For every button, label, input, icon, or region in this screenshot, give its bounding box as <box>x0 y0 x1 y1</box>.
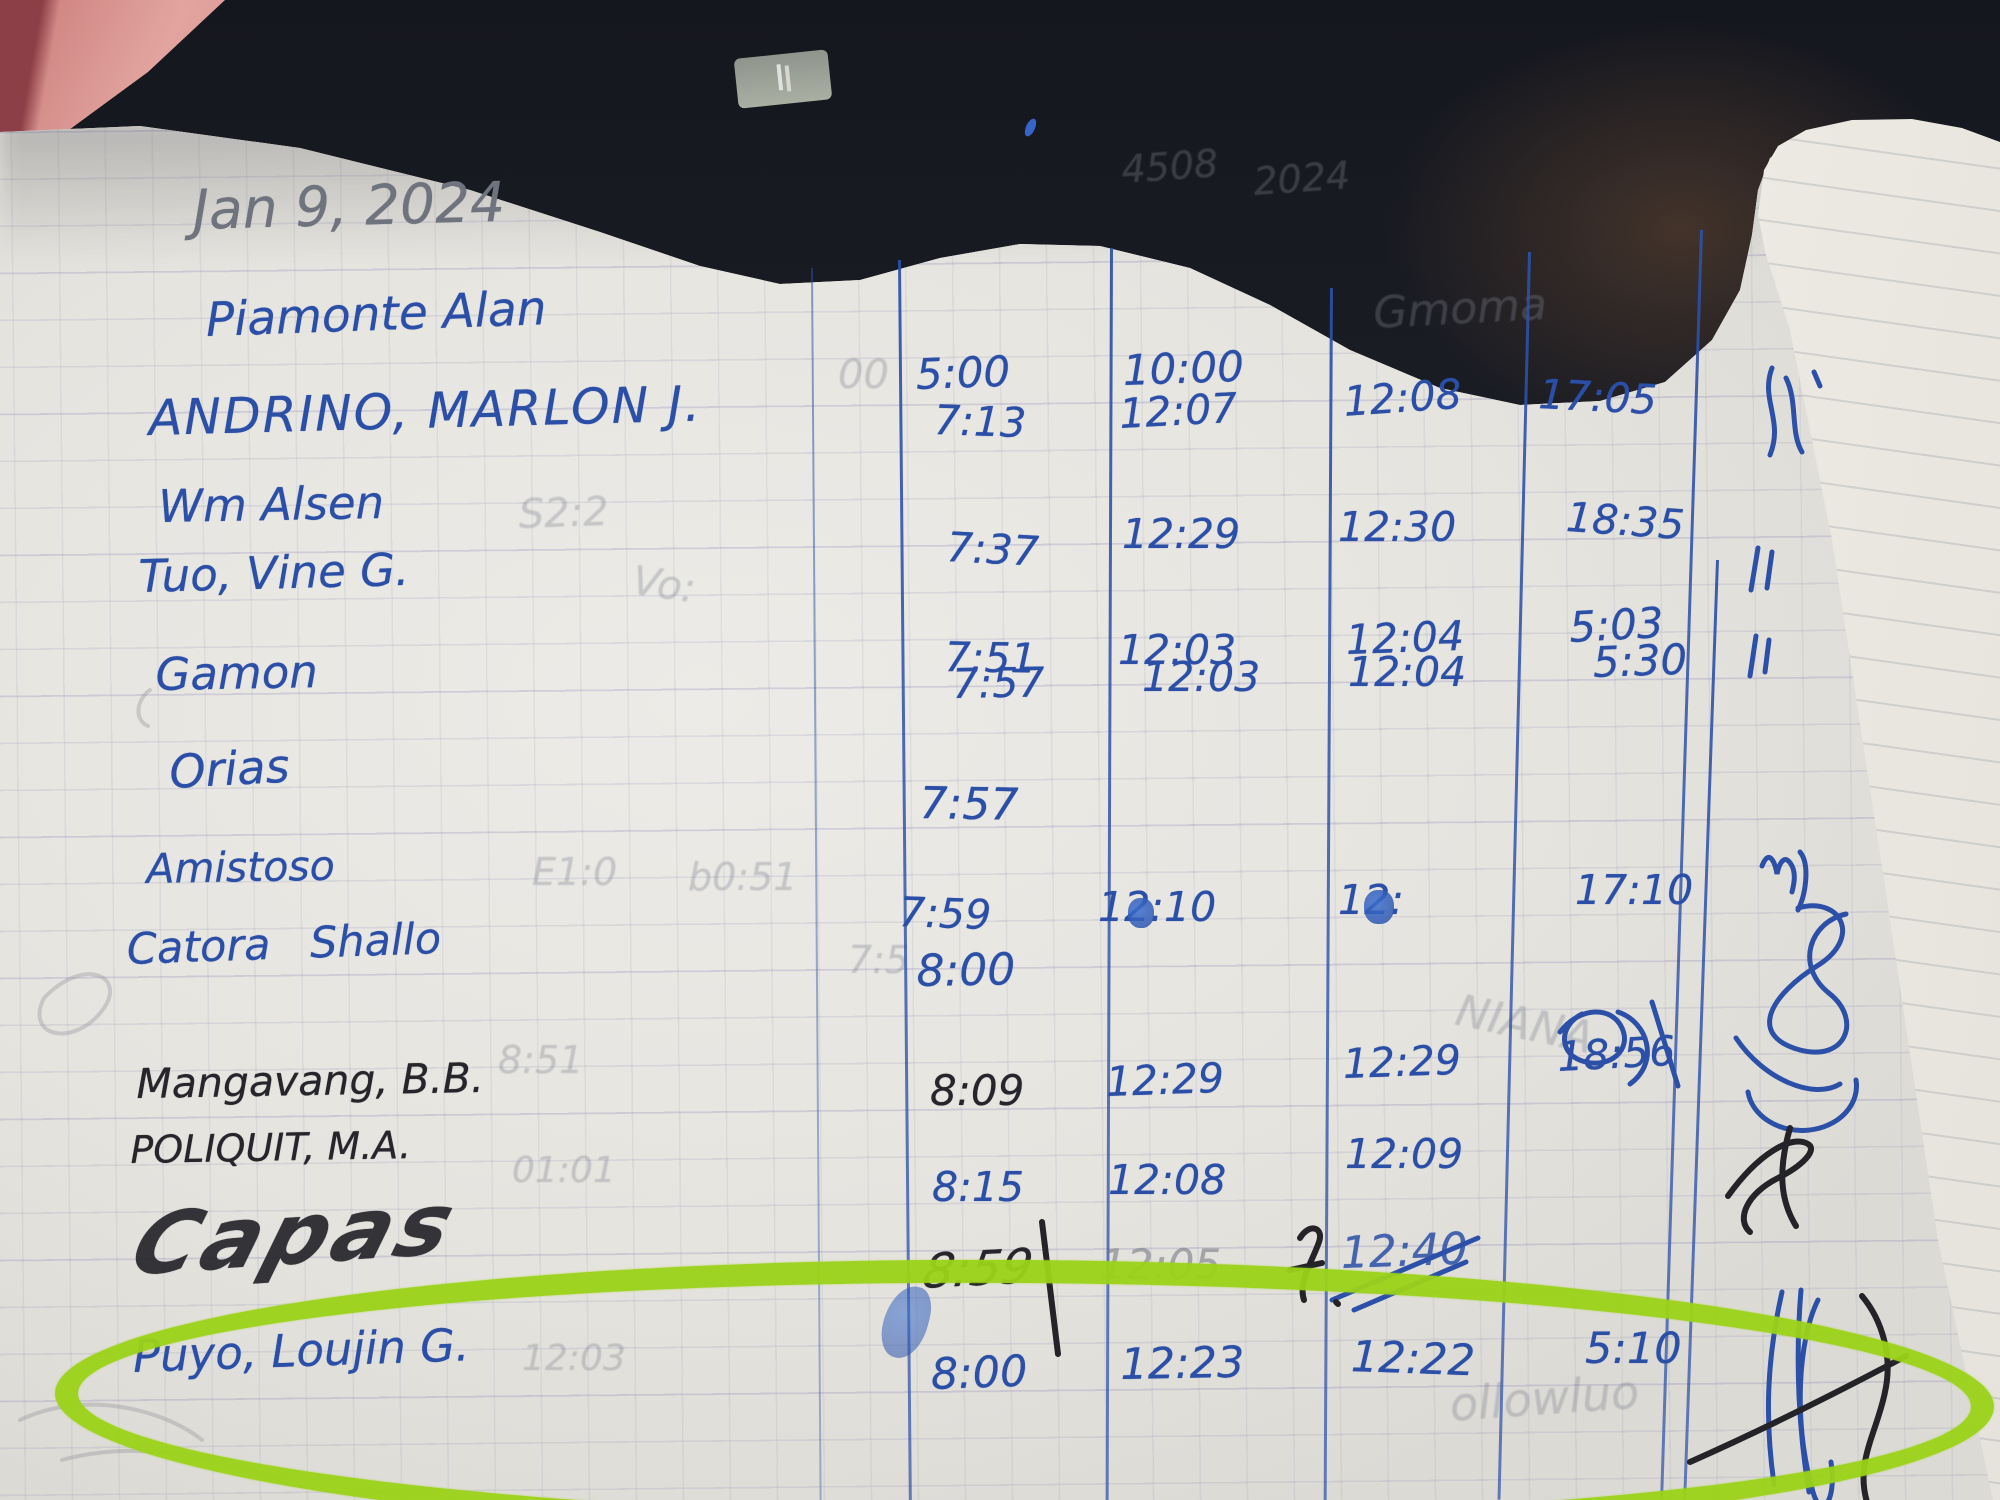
pencil-scribble <box>18 1402 286 1482</box>
time-cell: 12:03 <box>1142 653 1261 701</box>
signature-scribble <box>1287 1225 1341 1307</box>
signature-scribble <box>1329 1235 1481 1313</box>
signature-scribble <box>1748 545 1775 593</box>
ghost-text: 01:01 <box>512 1150 616 1191</box>
signature-scribble <box>1747 633 1772 679</box>
time-cell: 12:08 <box>1108 1156 1227 1204</box>
time-cell: 8:09 <box>930 1066 1025 1115</box>
ghost-text: 8:51 <box>498 1038 584 1082</box>
signature-scribble <box>1039 1219 1061 1357</box>
time-cell: 12:30 <box>1338 503 1457 551</box>
ink-blot <box>1128 898 1154 928</box>
ink-blot <box>1364 890 1394 924</box>
time-cell: 5:10 <box>1585 1324 1682 1374</box>
signature-scribble <box>1687 1353 1909 1465</box>
ghost-text: b0:51 <box>688 855 798 899</box>
signature-scribble <box>1733 1035 1859 1133</box>
signature-scribble <box>1767 903 1850 1055</box>
time-cell: 12:04 <box>1348 648 1467 696</box>
signature-scribble <box>1859 1293 1891 1500</box>
signature-scribble <box>1759 849 1809 913</box>
ghost-text: 12:03 <box>522 1338 626 1379</box>
ghost-text: 00 <box>838 352 889 398</box>
time-cell: 12:05 <box>1100 1240 1222 1289</box>
time-cell: 17:10 <box>1575 866 1694 914</box>
ghost-text: E1:0 <box>532 850 618 894</box>
time-cell: 8:15 <box>932 1163 1025 1211</box>
time-cell: 12:03 <box>1118 626 1237 674</box>
pencil-scribble <box>37 972 112 1036</box>
time-cell: 12:09 <box>1345 1130 1464 1178</box>
pencil-scribble <box>136 688 152 728</box>
time-cell: 12:10 <box>1098 883 1217 931</box>
signature-scribble <box>1725 1125 1814 1235</box>
signature-scribble <box>1766 365 1823 458</box>
time-cell: 12:29 <box>1122 510 1241 558</box>
signature-scribble <box>1557 999 1681 1089</box>
ghost-text: 7:5 <box>848 938 910 982</box>
signature-scribble <box>1765 1287 1835 1500</box>
